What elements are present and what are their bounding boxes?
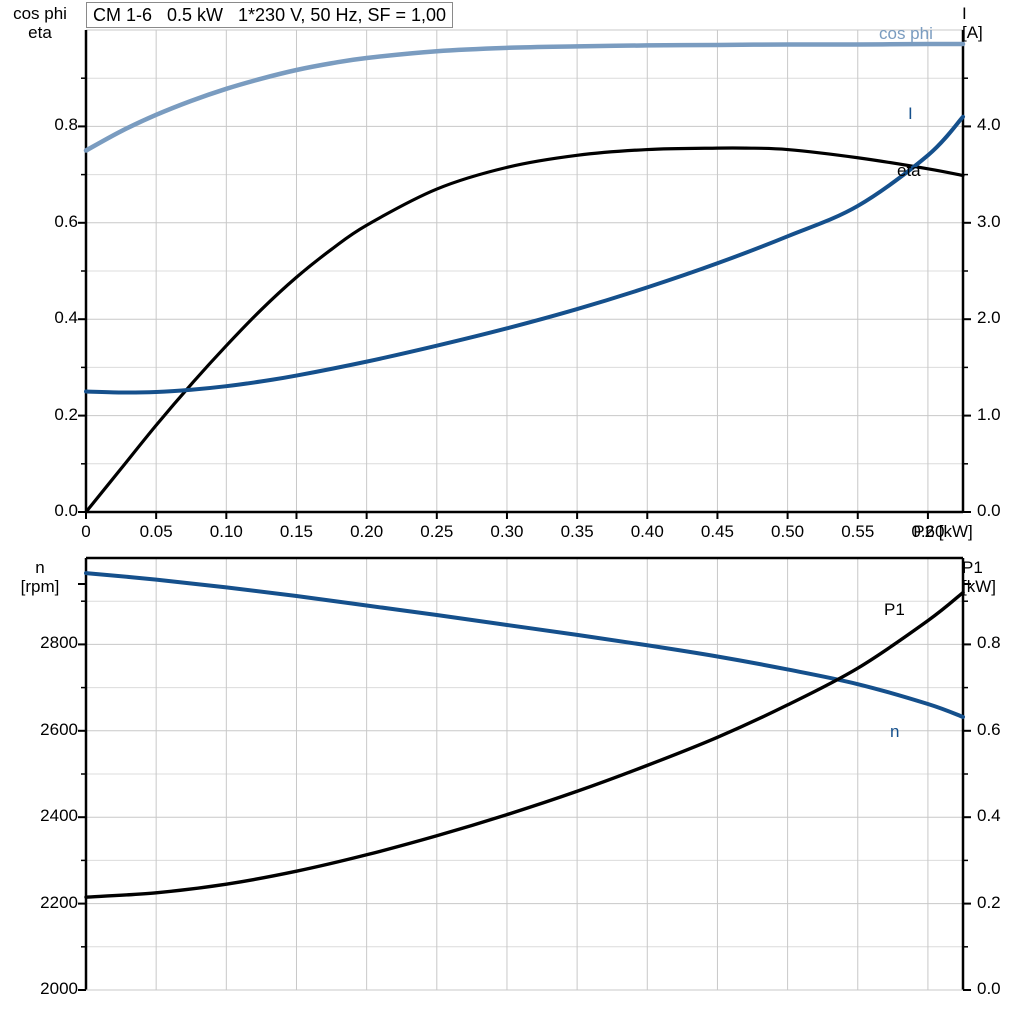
- top-x-tick: 0.05: [139, 522, 173, 541]
- top-x-tick: 0.35: [560, 522, 594, 541]
- top-right-tick: 4.0: [977, 115, 1001, 135]
- bottom-right-tick: 0.8: [977, 633, 1001, 653]
- curve-label-current: I: [908, 104, 913, 123]
- bottom-right-tick: 0.6: [977, 719, 1001, 739]
- top-chart-panel: cos phi eta I [A] CM 1-6 0.5 kW 1*230 V,…: [13, 2, 1001, 541]
- top-right-axis-label: I [A]: [962, 4, 983, 42]
- top-right-tick: 0.0: [977, 501, 1001, 520]
- bottom-right-tick: 0.4: [977, 806, 1001, 826]
- top-x-tick: 0.20: [350, 522, 384, 541]
- top-x-tick: 0.30: [490, 522, 524, 541]
- top-right-tick: 3.0: [977, 211, 1001, 231]
- top-x-axis-caption: P2 [kW]: [913, 522, 973, 541]
- top-x-tick: 0.60: [911, 522, 945, 541]
- top-right-tick: 1.0: [977, 404, 1001, 424]
- top-left-tick: 0.8: [54, 115, 78, 135]
- curve-label-eta: eta: [897, 161, 921, 180]
- bottom-left-tick: 2400: [40, 806, 78, 826]
- curve-label-n: n: [890, 722, 900, 741]
- bottom-left-axis-label: n [rpm]: [20, 558, 60, 596]
- bottom-left-tick: 2600: [40, 719, 78, 739]
- bottom-left-tick: 2200: [40, 892, 78, 912]
- top-x-tick: 0.10: [209, 522, 243, 541]
- top-x-tick: 0.55: [841, 522, 875, 541]
- top-chart-plot: [78, 29, 971, 519]
- bottom-right-tick: 0.0: [977, 979, 1001, 998]
- bottom-chart-plot: [78, 556, 971, 991]
- top-left-tick: 0.2: [54, 404, 78, 424]
- top-right-tick: 2.0: [977, 308, 1001, 328]
- bottom-right-axis-label: P1 [kW]: [962, 558, 996, 596]
- top-x-tick: 0.40: [630, 522, 664, 541]
- curve-label-cos-phi: cos phi: [879, 24, 933, 43]
- bottom-left-tick: 2000: [40, 979, 78, 998]
- curve-label-p1: P1: [884, 600, 905, 619]
- bottom-right-tick: 0.2: [977, 892, 1001, 912]
- top-x-tick: 0.50: [771, 522, 805, 541]
- top-x-tick: 0.25: [420, 522, 454, 541]
- top-left-tick: 0.4: [54, 308, 78, 328]
- top-x-tick: 0.15: [279, 522, 314, 541]
- top-left-tick: 0.6: [54, 211, 78, 231]
- bottom-chart-panel: n [rpm] P1 [kW] 2000 2200 2400 2600 2800 0.0 0…: [0, 548, 1024, 1024]
- top-x-tick: 0.45: [700, 522, 734, 541]
- bottom-left-tick: 2800: [40, 633, 78, 653]
- chart-title: CM 1-6 0.5 kW 1*230 V, 50 Hz, SF = 1,00: [86, 2, 454, 28]
- top-left-axis-label: cos phi eta: [13, 4, 67, 42]
- top-left-tick: 0.0: [54, 501, 78, 520]
- top-x-tick: 0: [81, 522, 91, 541]
